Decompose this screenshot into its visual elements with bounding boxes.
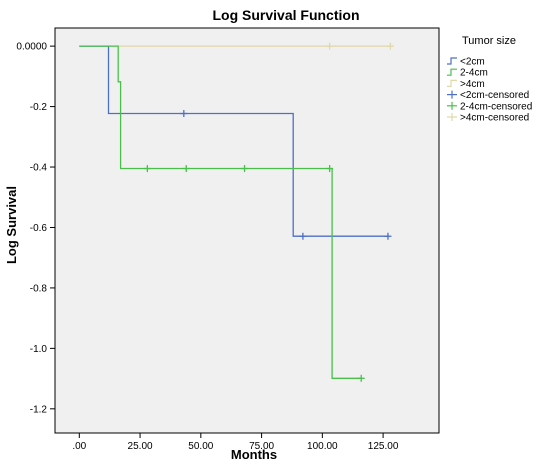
y-axis-label: Log Survival: [4, 186, 19, 264]
y-tick-label: -0.2: [30, 102, 48, 113]
legend: Tumor size <2cm2-4cm>4cm<2cm-censored2-4…: [447, 35, 532, 124]
legend-item: <2cm-censored: [447, 90, 529, 101]
censored-marker: [182, 165, 190, 173]
x-axis-label: Months: [231, 447, 277, 462]
legend-label: <2cm: [460, 57, 485, 68]
legend-title: Tumor size: [462, 35, 516, 47]
censored-marker: [326, 42, 334, 50]
x-tick-label: 100.00: [307, 441, 338, 452]
x-tick-label: 50.00: [188, 441, 213, 452]
legend-item: 2-4cm-censored: [447, 101, 532, 112]
series-layer: [79, 42, 394, 382]
legend-swatch: [447, 79, 457, 87]
legend-label: <2cm-censored: [460, 90, 529, 101]
x-tick-label: .00: [72, 441, 86, 452]
y-tick-label: -1.2: [30, 404, 48, 415]
plot-area: [54, 27, 440, 434]
y-tick-label: -1.0: [30, 344, 48, 355]
x-tick-label: 75.00: [249, 441, 274, 452]
censored-marker: [299, 232, 307, 240]
censored-marker: [180, 110, 188, 118]
legend-label: >4cm: [460, 79, 485, 90]
legend-item: 2-4cm: [447, 68, 488, 79]
censored-marker: [386, 42, 394, 50]
legend-item: >4cm-censored: [447, 113, 529, 124]
censored-marker: [357, 374, 365, 382]
censored-marker: [326, 165, 334, 173]
legend-item: >4cm: [447, 79, 485, 90]
censored-marker: [241, 165, 249, 173]
legend-label: 2-4cm-censored: [460, 101, 532, 112]
chart-title: Log Survival Function: [212, 7, 359, 23]
legend-item: <2cm: [447, 57, 485, 68]
y-tick-label: -0.6: [30, 223, 48, 234]
legend-swatch: [447, 68, 457, 76]
x-axis-ticks: .00 25.00 50.00 75.00 100.00 125.00: [72, 433, 399, 452]
censored-marker: [384, 232, 392, 240]
series-line: [79, 45, 362, 379]
legend-label: 2-4cm: [460, 68, 488, 79]
legend-items: <2cm2-4cm>4cm<2cm-censored2-4cm-censored…: [447, 57, 532, 124]
legend-label: >4cm-censored: [460, 113, 529, 124]
y-tick-label: -0.4: [30, 163, 48, 174]
y-axis-ticks: 0.0000 -0.2 -0.4 -0.6 -0.8 -1.0 -1.2: [16, 42, 55, 415]
y-tick-label: -0.8: [30, 283, 48, 294]
x-tick-label: 25.00: [128, 441, 153, 452]
legend-swatch: [447, 57, 457, 65]
censored-marker: [143, 165, 151, 173]
x-tick-label: 125.00: [368, 441, 399, 452]
y-tick-label: 0.0000: [16, 42, 47, 53]
